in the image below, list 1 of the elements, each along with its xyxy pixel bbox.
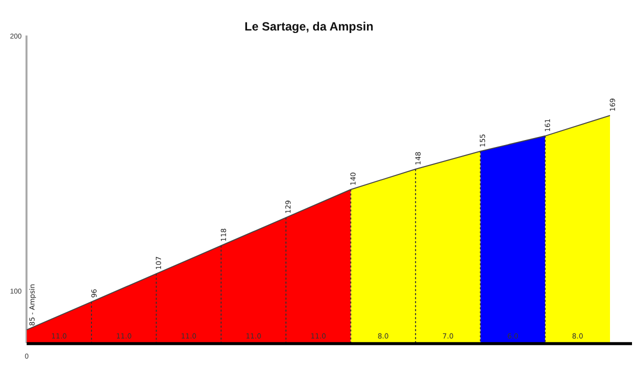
- chart-title: Le Sartage, da Ampsin: [244, 20, 374, 34]
